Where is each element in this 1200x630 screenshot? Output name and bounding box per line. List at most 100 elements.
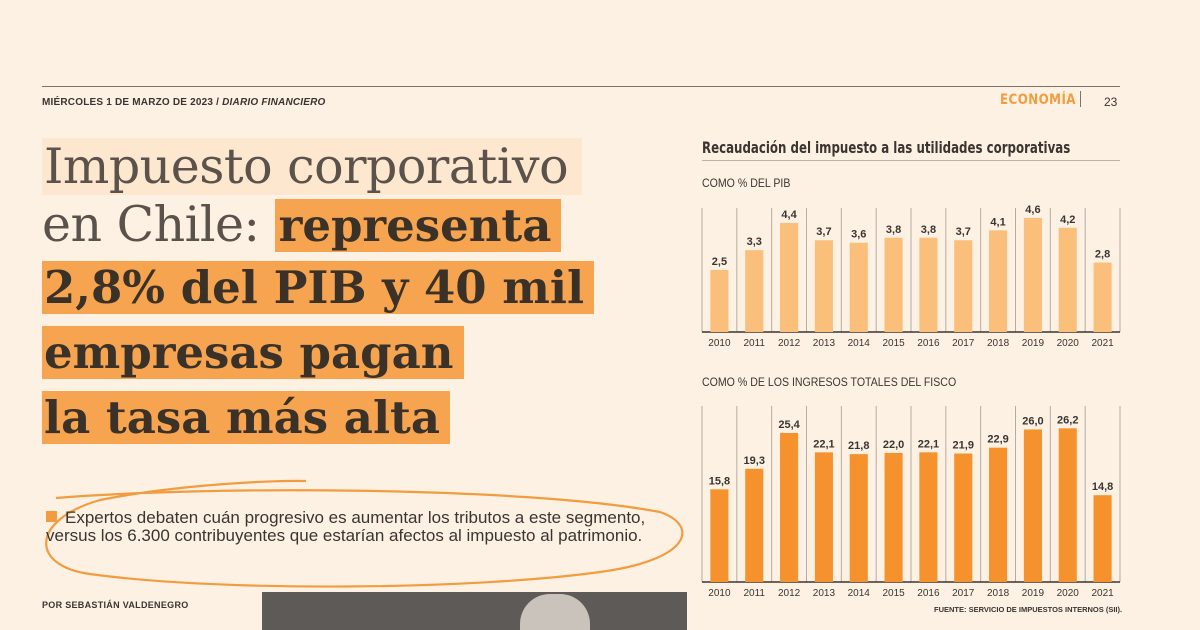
ingresos-value-label: 19,3: [744, 455, 765, 467]
pib-value-label: 3,7: [816, 226, 831, 238]
pib-bar-2019: [1023, 217, 1042, 332]
ingresos-bar-2015: [884, 452, 903, 582]
pib-bar-2018: [989, 230, 1008, 332]
headline-line-2-light: en Chile:: [42, 196, 275, 253]
chart-ingresos: 15,8 2010 19,3 2011 25,4 2012 22,1 2013 21,8 2014…: [701, 406, 1121, 599]
ingresos-bar-2010: [710, 489, 729, 582]
photo-person: [520, 594, 590, 630]
ingresos-x-tick-label: 2016: [917, 588, 940, 599]
ingresos-value-label: 15,8: [709, 475, 730, 487]
pib-value-label: 2,8: [1095, 249, 1110, 261]
ingresos-bar-2021: [1093, 495, 1112, 582]
pib-bar-2012: [780, 222, 799, 332]
chart-panel: Recaudación del impuesto a las utilidade…: [688, 130, 1126, 618]
headline-line-3: 2,8% del PIB y 40 mil: [42, 261, 595, 314]
chart-pib: 2,5 2010 3,3 2011 4,4 2012 3,7 2013 3,6 2014 3,8 20…: [701, 204, 1121, 349]
deck-text: Expertos debaten cuán progresivo es aume…: [46, 508, 646, 545]
date-text: MIÉRCOLES 1 DE MARZO DE 2023 /: [42, 97, 220, 108]
headline-line-5: la tasa más alta: [42, 391, 450, 444]
pib-bar-2015: [884, 237, 903, 332]
ingresos-value-label: 25,4: [778, 419, 800, 431]
pib-x-tick-label: 2014: [848, 338, 871, 349]
chart-title: Recaudación del impuesto a las utilidade…: [702, 138, 1071, 157]
pib-bar-2010: [710, 270, 729, 332]
pib-value-label: 3,7: [956, 226, 971, 238]
deck: Expertos debaten cuán progresivo es aume…: [46, 509, 646, 545]
pib-bar-2014: [849, 242, 868, 332]
headline-line-1: Impuesto corporativo: [42, 138, 583, 195]
source-note: FUENTE: SERVICIO DE IMPUESTOS INTERNOS (…: [934, 605, 1123, 614]
pib-value-label: 3,6: [851, 229, 866, 241]
ingresos-value-label: 22,0: [883, 439, 904, 451]
pib-x-tick-label: 2011: [743, 338, 765, 349]
ingresos-x-tick-label: 2011: [743, 588, 765, 599]
chart-1-title: COMO % DEL PIB: [702, 178, 791, 190]
pib-x-tick-label: 2013: [813, 338, 836, 349]
ingresos-value-label: 22,9: [987, 434, 1008, 446]
pib-x-tick-label: 2015: [882, 338, 905, 349]
ingresos-bar-2014: [849, 454, 868, 582]
ingresos-value-label: 14,8: [1092, 481, 1113, 493]
headline-line-4: empresas pagan: [42, 326, 464, 379]
pib-bar-2020: [1058, 227, 1077, 332]
ingresos-bar-2017: [954, 453, 973, 582]
dateline: MIÉRCOLES 1 DE MARZO DE 2023 / DIARIO FI…: [42, 97, 326, 108]
ingresos-x-tick-label: 2020: [1057, 588, 1080, 599]
pib-bar-2017: [954, 240, 973, 332]
ingresos-x-tick-label: 2017: [952, 588, 975, 599]
pib-value-label: 3,8: [886, 224, 901, 236]
pib-x-tick-label: 2018: [987, 338, 1010, 349]
ingresos-x-tick-label: 2014: [848, 588, 871, 599]
pib-value-label: 3,8: [921, 224, 936, 236]
pib-value-label: 4,6: [1025, 204, 1040, 216]
pib-bar-2021: [1093, 262, 1112, 332]
newspaper-brand: DIARIO FINANCIERO: [222, 97, 326, 108]
ingresos-bar-2020: [1058, 428, 1077, 582]
byline: POR SEBASTIÁN VALDENEGRO: [42, 600, 189, 610]
ingresos-value-label: 21,9: [953, 440, 974, 452]
pib-x-tick-label: 2020: [1057, 338, 1080, 349]
section-label: ECONOMÍA: [1000, 92, 1076, 108]
pib-value-label: 4,2: [1060, 214, 1075, 226]
pib-x-tick-label: 2021: [1091, 338, 1114, 349]
ingresos-value-label: 26,0: [1022, 415, 1043, 427]
pib-x-tick-label: 2010: [708, 338, 731, 349]
ingresos-value-label: 22,1: [918, 438, 939, 450]
ingresos-value-label: 21,8: [848, 440, 869, 452]
top-rule: [42, 86, 1120, 87]
pib-x-tick-label: 2012: [778, 338, 801, 349]
ingresos-x-tick-label: 2019: [1022, 588, 1045, 599]
ingresos-bar-2018: [989, 447, 1008, 582]
pib-x-tick-label: 2017: [952, 338, 975, 349]
ingresos-x-tick-label: 2018: [987, 588, 1010, 599]
ingresos-x-tick-label: 2012: [778, 588, 801, 599]
ingresos-x-tick-label: 2015: [882, 588, 905, 599]
headline-line-2: en Chile: representa: [42, 196, 562, 253]
ingresos-bar-2011: [745, 468, 764, 582]
bullet-square-icon: [46, 511, 57, 522]
ingresos-value-label: 22,1: [813, 438, 834, 450]
chart-2-title: COMO % DE LOS INGRESOS TOTALES DEL FISCO: [702, 377, 957, 389]
page-number: 23: [1104, 95, 1118, 109]
ingresos-x-tick-label: 2010: [708, 588, 731, 599]
pib-value-label: 4,1: [990, 216, 1005, 228]
pib-bar-2011: [745, 250, 764, 332]
ingresos-value-label: 26,2: [1057, 414, 1078, 426]
photo: [262, 592, 687, 630]
pib-value-label: 3,3: [747, 236, 762, 248]
pib-x-tick-label: 2016: [917, 338, 940, 349]
ingresos-x-tick-label: 2013: [813, 588, 836, 599]
pib-x-tick-label: 2019: [1022, 338, 1045, 349]
pib-bar-2013: [814, 240, 833, 332]
ingresos-bar-2012: [780, 432, 799, 582]
chart-title-rule: [702, 160, 1120, 161]
section-divider: [1080, 91, 1081, 107]
pib-value-label: 2,5: [712, 256, 727, 268]
ingresos-bar-2013: [814, 452, 833, 582]
headline-line-2-bold: representa: [274, 199, 562, 252]
pib-value-label: 4,4: [781, 209, 797, 221]
ingresos-bar-2016: [919, 452, 938, 582]
pib-bar-2016: [919, 237, 938, 332]
ingresos-bar-2019: [1023, 429, 1042, 582]
ingresos-x-tick-label: 2021: [1091, 588, 1114, 599]
